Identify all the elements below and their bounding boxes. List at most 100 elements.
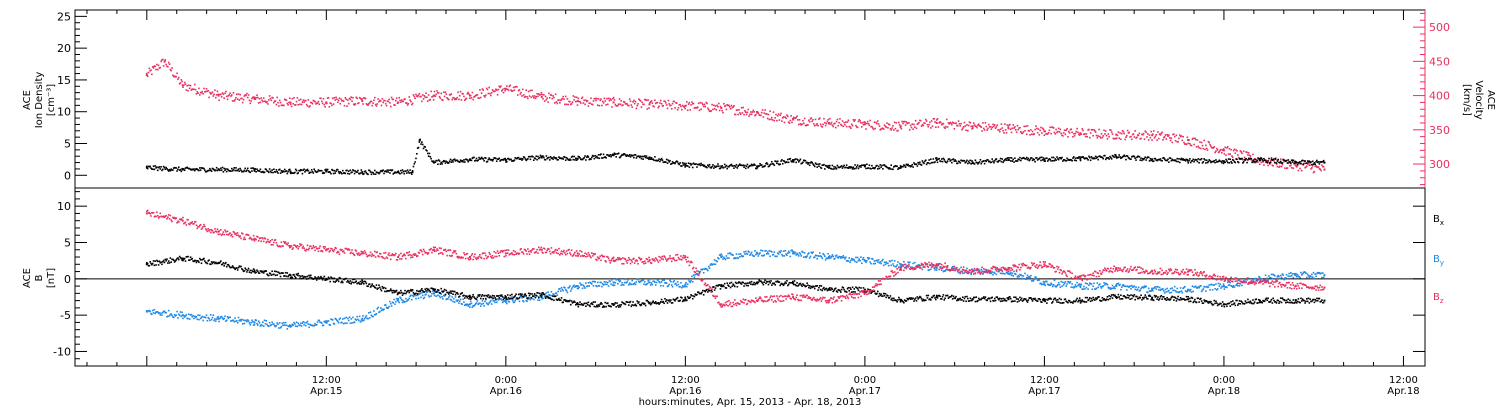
velocity-point <box>326 102 328 105</box>
velocity-point <box>186 84 188 87</box>
b-x-point <box>432 288 434 290</box>
velocity-point <box>1321 165 1324 168</box>
b-x-point <box>421 287 423 290</box>
ion-density-point <box>229 170 231 172</box>
velocity-point <box>943 126 946 129</box>
b-y-point <box>506 302 508 305</box>
velocity-point <box>972 122 975 124</box>
velocity-point <box>648 103 651 106</box>
b-x-point <box>197 260 199 262</box>
b-y-point <box>1273 274 1275 276</box>
ion-density-point <box>1132 155 1135 157</box>
ion-density-point <box>533 157 536 159</box>
ion-density-point <box>554 157 557 160</box>
b-y-point <box>264 322 267 325</box>
ion-density-point <box>688 166 691 168</box>
b-y-point <box>646 282 649 285</box>
velocity-point <box>302 99 305 102</box>
b-x-point <box>275 270 278 273</box>
ion-density-point <box>1274 161 1276 164</box>
velocity-point <box>286 102 289 105</box>
b-y-point <box>278 327 280 329</box>
b-y-point <box>496 298 499 300</box>
velocity-point <box>1127 132 1130 134</box>
b-y-point <box>1039 282 1041 285</box>
velocity-point <box>1312 171 1315 174</box>
b-x-point <box>473 296 475 298</box>
b-y-point <box>792 250 794 253</box>
b-y-point <box>209 319 211 322</box>
ion-density-point <box>991 158 993 160</box>
b-y-point <box>187 317 189 320</box>
ion-density-point <box>633 156 635 159</box>
ion-density-point <box>659 158 662 161</box>
ion-density-point <box>553 157 556 159</box>
b-y-point <box>1031 279 1034 282</box>
velocity-point <box>562 95 564 98</box>
b-y-point <box>1295 272 1297 275</box>
ion-density-point <box>1169 157 1172 160</box>
ion-density-point <box>405 172 408 174</box>
b-y-point <box>723 257 726 260</box>
b-y-point <box>707 265 710 268</box>
b-y-point <box>563 286 565 289</box>
ion-density-point <box>926 162 929 164</box>
ion-density-point <box>447 162 449 165</box>
b-y-point <box>471 306 474 309</box>
velocity-point <box>167 65 169 68</box>
b-y-point <box>687 278 690 281</box>
velocity-point <box>815 124 818 126</box>
b-x-point <box>469 298 472 300</box>
velocity-point <box>908 129 911 131</box>
ion-density-point <box>792 161 795 163</box>
b-x-point <box>429 291 432 293</box>
ion-density-point <box>696 166 698 168</box>
ion-density-point <box>664 161 666 163</box>
ion-density-point <box>1156 159 1158 162</box>
b-x-point <box>294 276 297 279</box>
velocity-point <box>325 101 328 104</box>
ion-density-point <box>1106 157 1109 159</box>
b-y-point <box>1020 274 1022 276</box>
b-y-point <box>261 324 263 327</box>
b-y-point <box>1191 285 1194 287</box>
b-x-point <box>515 293 517 296</box>
b-y-point <box>722 258 724 260</box>
velocity-point <box>251 96 254 99</box>
velocity-point <box>166 65 168 68</box>
b-x-point <box>292 274 294 276</box>
velocity-point <box>709 110 712 113</box>
b-y-point <box>1079 285 1082 288</box>
ion-density-point <box>166 168 168 170</box>
b-y-point <box>659 281 661 284</box>
ion-density-point <box>280 169 283 172</box>
b-x-point <box>497 295 500 297</box>
velocity-point <box>1224 146 1227 149</box>
ion-density-point <box>1299 161 1301 163</box>
b-y-point <box>873 260 876 262</box>
b-y-point <box>1103 282 1105 284</box>
ion-density-point <box>1023 157 1025 160</box>
b-x-point <box>223 264 225 267</box>
ion-density-point <box>1143 157 1146 160</box>
b-x-point <box>349 280 352 282</box>
ion-density-point <box>385 171 388 173</box>
b-x-point <box>500 294 503 296</box>
velocity-point <box>553 102 556 104</box>
ion-density-point <box>701 164 703 166</box>
velocity-point <box>478 97 480 99</box>
ion-density-point <box>678 163 681 166</box>
velocity-point <box>1109 129 1111 131</box>
b-y-point <box>1108 287 1110 290</box>
ion-density-point <box>600 153 602 155</box>
b-y-point <box>442 298 444 300</box>
ion-density-point <box>549 156 552 158</box>
b-y-point <box>703 268 706 271</box>
b-y-point <box>596 281 599 284</box>
ion-density-point <box>1211 160 1214 163</box>
b-y-point <box>267 324 269 327</box>
velocity-point <box>1225 154 1227 157</box>
velocity-point <box>404 98 406 100</box>
velocity-point <box>1099 135 1101 138</box>
ion-density-point <box>246 169 248 172</box>
